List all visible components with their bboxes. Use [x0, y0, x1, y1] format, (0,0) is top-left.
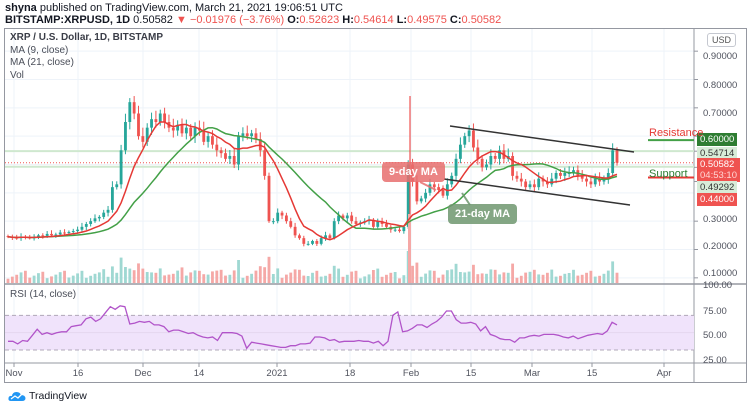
legend-ma9[interactable]: MA (9, close) [10, 44, 69, 56]
price-axis-label: 0.70000 [703, 108, 738, 119]
price-axis-label: 0.10000 [703, 268, 738, 279]
publish-text: published on TradingView.com, March 21, … [39, 2, 343, 14]
price-axis-label: 0.80000 [703, 80, 738, 91]
close-label: C: [449, 14, 462, 26]
high-label: H: [342, 14, 354, 26]
time-axis-label: 15 [465, 368, 477, 379]
last-price: 0.50582 [133, 14, 173, 26]
time-axis-label: Mar [523, 368, 541, 379]
ma9-price-tag: 0.49292 [697, 181, 738, 194]
time-axis-label: Feb [402, 368, 420, 379]
low-value: 0.49575 [407, 14, 447, 26]
tradingview-logo[interactable]: TradingView [8, 390, 87, 402]
support-price-tag: 0.44000 [697, 193, 738, 206]
rsi-axis-label: 50.00 [703, 330, 727, 341]
last-price-tag-value: 0.50582 [700, 159, 735, 170]
legend-title: XRP / U.S. Dollar, 1D, BITSTAMP [10, 32, 163, 43]
chart-frame[interactable] [4, 28, 747, 383]
time-axis-label: 18 [344, 368, 356, 379]
resistance-label[interactable]: Resistance [649, 127, 704, 139]
rsi-axis-label: 75.00 [703, 306, 727, 317]
rsi-axis-label: 25.00 [703, 355, 727, 366]
symbol-summary: BITSTAMP:XRPUSD, 1D 0.50582 ▼ −0.01976 (… [5, 14, 501, 26]
down-arrow-icon: ▼ [175, 14, 187, 26]
time-axis-label: 16 [72, 368, 84, 379]
symbol-name: BITSTAMP:XRPUSD, 1D [5, 14, 131, 26]
price-change: −0.01976 (−3.76%) [189, 14, 285, 26]
ma21-callout[interactable]: 21-day MA [448, 204, 518, 224]
price-axis-label: 0.90000 [703, 51, 738, 62]
ma21-price-tag: 0.54714 [697, 147, 738, 160]
tradingview-brand: TradingView [29, 390, 87, 402]
resistance-price-tag: 0.60000 [697, 133, 738, 146]
price-axis-label: 0.20000 [703, 241, 738, 252]
last-price-tag: 0.50582 04:53:10 [697, 158, 740, 182]
time-axis-label: 15 [586, 368, 598, 379]
bar-countdown: 04:53:10 [700, 170, 737, 181]
low-label: L: [396, 14, 408, 26]
currency-button[interactable]: USD [707, 33, 737, 47]
open-label: O: [287, 14, 300, 26]
time-axis-label: Nov [5, 368, 23, 379]
rsi-legend[interactable]: RSI (14, close) [10, 289, 77, 300]
time-axis-label: Dec [134, 368, 152, 379]
tradingview-cloud-icon [8, 392, 26, 401]
open-value: 0.52623 [299, 14, 340, 26]
legend-volume[interactable]: Vol [10, 69, 24, 81]
ma9-callout[interactable]: 9-day MA [382, 162, 445, 182]
publisher-name: shyna [5, 2, 37, 14]
close-value: 0.50582 [461, 14, 502, 26]
publish-info: shyna published on TradingView.com, Marc… [5, 2, 343, 14]
time-axis-label: Apr [656, 368, 672, 379]
support-label[interactable]: Support [649, 168, 688, 180]
time-axis-label: 2021 [266, 368, 288, 379]
time-axis-label: 14 [193, 368, 205, 379]
rsi-axis-label: 100.00 [703, 280, 733, 291]
chart-legend: XRP / U.S. Dollar, 1D, BITSTAMP MA (9, c… [10, 32, 163, 82]
high-value: 0.54614 [353, 14, 394, 26]
price-axis-label: 0.30000 [703, 214, 738, 225]
legend-ma21[interactable]: MA (21, close) [10, 57, 74, 68]
